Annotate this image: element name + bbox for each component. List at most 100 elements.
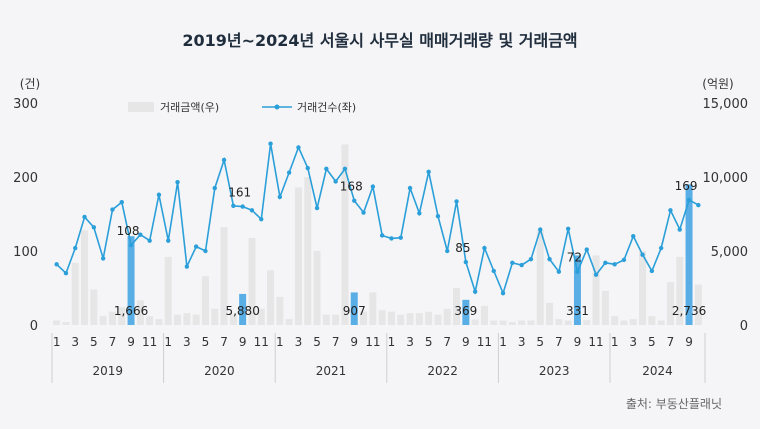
left-axis-tick: 100 [13, 245, 38, 260]
bar [53, 320, 61, 325]
amount-data-label: 5,880 [225, 304, 259, 318]
count-line [56, 143, 699, 296]
count-point [612, 262, 617, 267]
count-point [268, 141, 273, 146]
bar [81, 230, 89, 325]
count-point [231, 203, 236, 209]
bar [620, 320, 628, 325]
count-point [565, 226, 571, 231]
count-point [398, 235, 403, 240]
count-data-label: 169 [675, 179, 698, 193]
count-point [110, 207, 115, 212]
bar [694, 284, 702, 325]
bar [248, 237, 256, 325]
month-tick-label: 9 [574, 335, 582, 349]
count-point [100, 256, 106, 261]
count-point [147, 238, 152, 243]
bar [285, 319, 293, 325]
count-point [603, 260, 608, 266]
left-axis-tick: 200 [13, 171, 38, 186]
bar [211, 308, 219, 325]
month-tick-label: 11 [588, 335, 603, 349]
right-axis-tick: 10,000 [703, 171, 749, 186]
bar [648, 316, 656, 325]
amount-data-label: 1,666 [114, 304, 148, 318]
count-point [138, 232, 143, 237]
count-point [696, 202, 701, 208]
month-tick-label: 1 [53, 335, 61, 349]
month-tick-label: 5 [202, 335, 210, 349]
bar [685, 184, 693, 325]
bar [350, 292, 358, 325]
bar [527, 320, 535, 325]
count-point [221, 157, 227, 163]
count-point [73, 245, 78, 251]
right-axis-tick: 0 [740, 319, 748, 334]
bar [592, 255, 600, 325]
month-tick-label: 7 [220, 335, 228, 349]
count-point [91, 225, 97, 230]
month-tick-label: 9 [462, 335, 470, 349]
month-tick-label: 11 [142, 335, 157, 349]
year-label: 2021 [316, 364, 347, 378]
count-point [631, 234, 636, 239]
bar [508, 322, 516, 325]
month-tick-label: 3 [406, 335, 414, 349]
bar [118, 307, 126, 325]
bar [536, 230, 544, 325]
bar [480, 305, 488, 325]
bar [341, 144, 349, 325]
count-point [352, 198, 357, 203]
count-point [184, 264, 190, 269]
count-point [389, 236, 394, 241]
bar [387, 311, 395, 325]
count-data-label: 72 [567, 251, 582, 265]
source-note: 출처: 부동산플래닛 [626, 397, 722, 411]
count-point [277, 194, 283, 200]
month-tick-label: 9 [127, 335, 135, 349]
bar [313, 251, 321, 325]
bar [71, 262, 79, 325]
right-axis-unit: (억원) [702, 77, 733, 91]
legend-label-amount: 거래금액(우) [160, 101, 219, 114]
count-data-label: 108 [117, 224, 140, 238]
count-point [677, 227, 682, 232]
bar [443, 308, 451, 325]
bar [304, 177, 312, 325]
bar [378, 310, 386, 325]
bar [276, 296, 284, 325]
left-axis-unit: (건) [20, 77, 40, 91]
month-tick-label: 1 [276, 335, 284, 349]
bar [611, 316, 619, 325]
left-axis-tick: 0 [30, 319, 38, 334]
left-axis-tick: 300 [13, 97, 38, 112]
count-point [575, 269, 580, 274]
legend-marker-count [274, 104, 280, 110]
count-point [119, 199, 124, 205]
month-tick-label: 1 [611, 335, 619, 349]
bar [146, 316, 154, 325]
year-label: 2019 [93, 364, 124, 378]
bar [657, 320, 665, 325]
count-point [593, 272, 599, 277]
count-point [249, 208, 255, 213]
amount-data-label: 369 [454, 304, 477, 318]
count-point [491, 268, 496, 274]
bar [257, 308, 265, 325]
month-tick-label: 5 [648, 335, 656, 349]
count-point [668, 208, 673, 213]
count-point [426, 169, 431, 175]
count-point [342, 166, 348, 172]
bar [164, 256, 172, 325]
bar [360, 311, 368, 325]
count-point [556, 269, 562, 274]
count-point [519, 262, 524, 268]
bar [499, 320, 507, 325]
bar [127, 236, 135, 325]
count-point [259, 216, 264, 222]
count-point [128, 242, 134, 248]
month-tick-label: 11 [477, 335, 492, 349]
bar [136, 300, 144, 325]
count-point [240, 204, 245, 209]
